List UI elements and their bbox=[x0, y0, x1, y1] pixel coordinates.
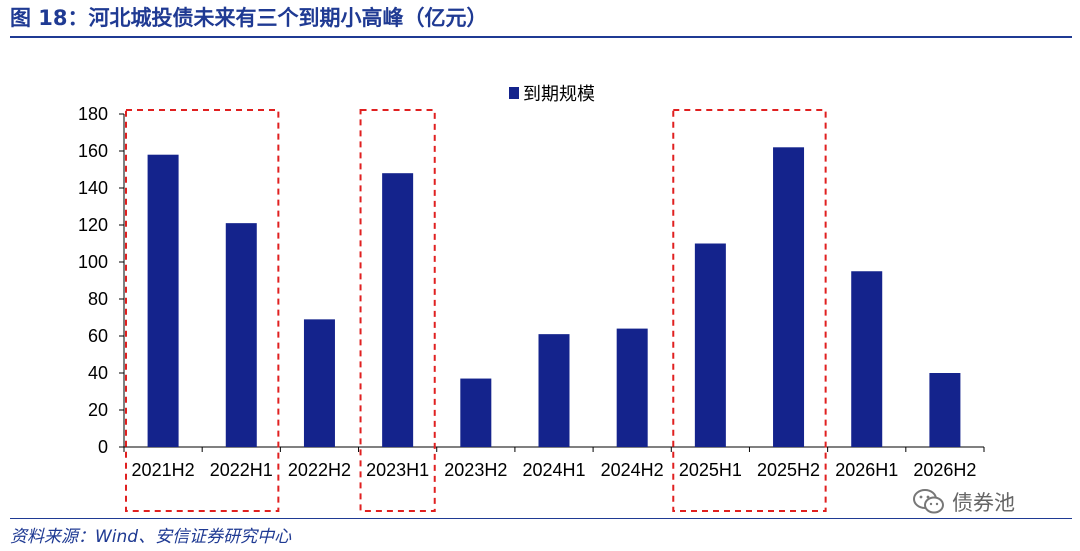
highlight-boxes bbox=[125, 109, 827, 512]
legend-swatch bbox=[509, 87, 519, 99]
wechat-icon bbox=[913, 489, 944, 514]
highlight-box bbox=[359, 109, 436, 512]
title-bar: 图 18：河北城投债未来有三个到期小高峰（亿元） bbox=[10, 2, 1072, 38]
highlight-box bbox=[125, 109, 280, 512]
y-tick-label: 100 bbox=[78, 252, 108, 272]
x-tick-label: 2024H1 bbox=[522, 460, 585, 480]
y-tick-label: 60 bbox=[88, 326, 108, 346]
bar bbox=[694, 243, 726, 447]
bar bbox=[382, 173, 414, 447]
bar bbox=[460, 378, 492, 447]
watermark: 债券池 bbox=[912, 487, 1015, 517]
chart-axes: 0 20 40 60 80 100 120 140 160 180 2021H2 2022H1 2022… bbox=[78, 104, 985, 480]
y-tick-label: 160 bbox=[78, 141, 108, 161]
x-tick-label: 2022H2 bbox=[288, 460, 351, 480]
x-tick-label: 2021H2 bbox=[132, 460, 195, 480]
watermark-text: 债券池 bbox=[952, 491, 1015, 515]
x-tick-label: 2025H1 bbox=[679, 460, 742, 480]
bar bbox=[616, 328, 648, 447]
y-tick-label: 140 bbox=[78, 178, 108, 198]
highlight-box bbox=[672, 109, 827, 512]
y-tick-label: 180 bbox=[78, 104, 108, 124]
x-tick-label: 2023H1 bbox=[366, 460, 429, 480]
bar bbox=[773, 147, 805, 448]
bar bbox=[929, 373, 961, 447]
x-tick-label: 2023H2 bbox=[444, 460, 507, 480]
y-tick-label: 20 bbox=[88, 400, 108, 420]
chart-legend: 到期规模 bbox=[509, 84, 595, 104]
legend-label: 到期规模 bbox=[523, 84, 595, 104]
x-tick-label: 2022H1 bbox=[210, 460, 273, 480]
bar bbox=[851, 271, 883, 447]
x-tick-label: 2024H2 bbox=[601, 460, 664, 480]
figure-title-text: 河北城投债未来有三个到期小高峰（亿元） bbox=[88, 6, 488, 30]
figure-title: 图 18：河北城投债未来有三个到期小高峰（亿元） bbox=[10, 2, 488, 34]
chart-bars bbox=[147, 147, 961, 448]
bar bbox=[538, 334, 570, 447]
figure-label: 图 18： bbox=[10, 6, 89, 30]
source-note: 资料来源：Wind、安信证券研究中心 bbox=[10, 527, 292, 547]
bottom-rule bbox=[10, 518, 1072, 519]
y-tick-label: 80 bbox=[88, 289, 108, 309]
y-tick-label: 40 bbox=[88, 363, 108, 383]
x-tick-label: 2026H1 bbox=[835, 460, 898, 480]
y-tick-label: 0 bbox=[98, 437, 108, 457]
bar bbox=[225, 223, 257, 447]
y-tick-label: 120 bbox=[78, 215, 108, 235]
x-tick-label: 2026H2 bbox=[913, 460, 976, 480]
bar bbox=[147, 154, 179, 447]
x-tick-label: 2025H2 bbox=[757, 460, 820, 480]
bar bbox=[303, 319, 335, 447]
